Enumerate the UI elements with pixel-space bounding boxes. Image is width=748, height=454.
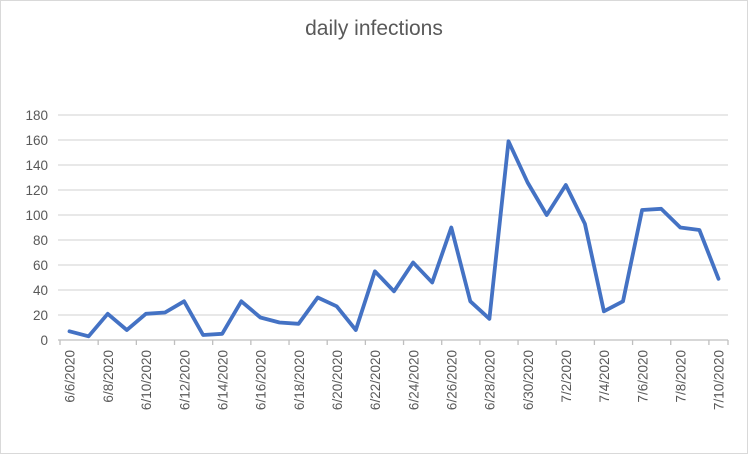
y-axis-label: 160 [25,133,48,148]
x-axis-label: 6/26/2020 [444,350,459,410]
x-axis-label: 6/28/2020 [483,350,498,410]
x-axis-label: 6/30/2020 [521,350,536,410]
x-axis-label: 7/4/2020 [597,350,612,403]
y-axis-label: 100 [25,208,48,223]
x-axis-label: 7/10/2020 [712,350,727,410]
x-axis-label: 6/22/2020 [368,350,383,410]
x-axis-label: 6/14/2020 [215,350,230,410]
y-axis-label: 60 [33,258,48,273]
y-axis-label: 180 [25,108,48,123]
x-axis-label: 7/8/2020 [673,350,688,403]
y-axis-label: 80 [33,233,48,248]
y-axis-label: 140 [25,158,48,173]
y-axis-label: 0 [40,333,48,348]
x-axis-label: 6/16/2020 [254,350,269,410]
y-axis-label: 120 [25,183,48,198]
x-axis-label: 6/10/2020 [139,350,154,410]
x-axis-label: 6/8/2020 [101,350,116,403]
y-axis-label: 40 [33,283,48,298]
series-line-daily-infections [67,139,721,339]
x-axis-label: 6/6/2020 [63,350,78,403]
y-axis-label: 20 [33,308,48,323]
x-axis-label: 6/20/2020 [330,350,345,410]
x-axis-label: 6/18/2020 [292,350,307,410]
x-axis-label: 7/6/2020 [635,350,650,403]
x-axis-label: 6/24/2020 [406,350,421,410]
x-axis-label: 7/2/2020 [559,350,574,403]
chart-title: daily infections [305,17,443,40]
x-axis-label: 6/12/2020 [177,350,192,410]
